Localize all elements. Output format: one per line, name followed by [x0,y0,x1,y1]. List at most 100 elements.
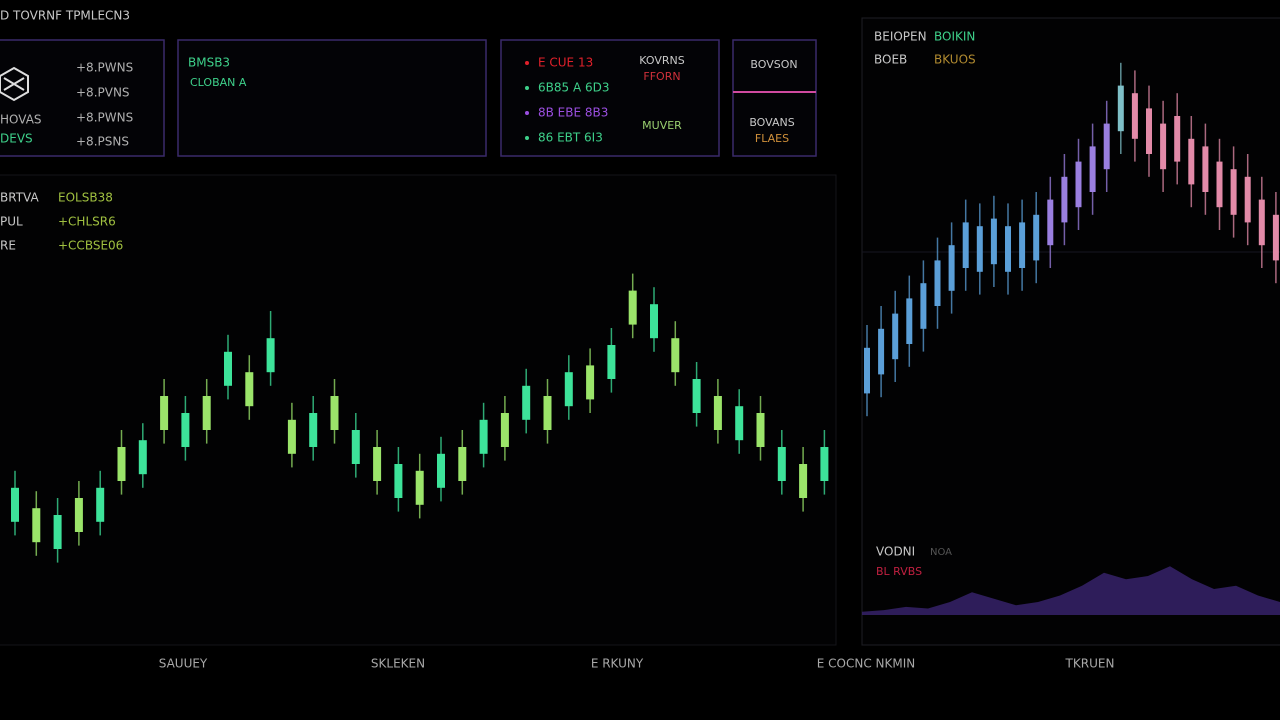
summary-panel [177,39,487,157]
candle-body [962,222,969,268]
bullet [525,136,529,140]
candle-body [756,413,765,447]
candle-body [934,260,941,306]
side-chart: BEIOPEN BOIKIN BOEB BKUOS VODNI NOA BL RVBS [862,30,1280,615]
quote-side: MUVER [642,119,682,132]
x-label: E RKUNY [591,657,644,671]
candle-body [1230,169,1237,215]
candle-body [1033,214,1040,261]
volume-area [862,566,1280,615]
candle-body [920,283,927,329]
candle-body [671,338,680,373]
candle-body [1047,199,1054,246]
candle-body [266,338,275,373]
candle-body [820,447,829,481]
legend-value: BKUOS [934,53,976,67]
candle-body [500,413,509,447]
quote: 86 EBT 6I3 [538,131,603,145]
candle-body [117,447,126,481]
ticker-row: +8.PWNS [76,61,133,75]
candle-body [628,290,637,325]
candle-body [1075,161,1082,208]
legend-value: +CHLSR6 [58,215,116,229]
candle-body [692,379,701,413]
bullet [525,111,529,115]
button-label: BOVANS [749,116,794,129]
main-chart-panel [0,174,837,646]
candle-body [1160,123,1167,170]
candle-body [1174,116,1181,162]
candle-body [1188,138,1195,185]
quote-side: FFORN [643,70,680,83]
x-label: SAUUEY [159,657,208,671]
candle-body [32,508,41,543]
candle-body [522,385,531,420]
candle-body [479,419,488,454]
app-title: D TOVRNF TPMLECN3 [0,9,130,23]
bullet [525,86,529,90]
legend-key: RE [0,239,16,253]
volume-label: NOA [930,547,952,558]
candle-body [1244,176,1251,223]
candle-body [415,470,424,505]
candle-body [892,313,899,360]
legend-value: EOLSB38 [58,191,113,205]
button-label[interactable]: BOVSON [750,58,797,71]
candle-body [650,304,658,339]
candle-body [586,365,595,400]
ticker-label: HOVAS [0,113,42,127]
candle-body [1146,108,1152,154]
candle-body [96,487,105,522]
candle-body [713,396,722,430]
candle-body [330,396,339,430]
legend-key: BRTVA [0,191,39,205]
candle-body [1005,226,1011,272]
side-chart-panel [861,17,1280,646]
candle-body [1258,199,1265,246]
candle-body [458,447,467,481]
candle-body [1117,85,1124,132]
candle-body [564,372,573,407]
candle-body [224,351,232,386]
candle-body [351,430,360,464]
legend-value: BOIKIN [934,30,975,44]
candle-body [373,447,382,481]
candle-body [11,487,19,522]
legend-key: PUL [0,215,23,229]
candle-body [74,498,83,532]
ticker-panel [0,39,165,157]
candle-body [777,447,786,481]
volume-label: VODNI [876,545,915,559]
legend-key: BEIOPEN [874,30,927,44]
legend-key: BOEB [874,53,907,67]
button-panel [732,39,817,157]
button-label: FLAES [755,132,789,145]
quote: 8B EBE 8B3 [538,106,608,120]
candle-body [202,396,211,430]
ticker-label: DEVS [0,132,33,146]
candle-body [1089,146,1096,192]
candle-body [906,298,913,344]
candle-body [181,413,190,447]
summary-title: BMSB3 [188,56,230,70]
candle-body [878,328,885,375]
summary-subtitle: CLOBAN A [190,76,247,89]
quotes: E CUE 13 6B85 A 6D3 8B EBE 8B3 86 EBT 6I3 KO… [525,54,685,145]
candle-body [1216,161,1223,208]
candle-body [1202,146,1209,192]
x-label: SKLEKEN [371,657,425,671]
candle-body [1019,222,1026,268]
ticker-row: +8.PVNS [76,86,130,100]
candle-body [976,226,983,272]
main-chart: BRTVA EOLSB38 PUL +CHLSR6 RE +CCBSE06 [0,191,829,563]
quotes-panel [500,39,720,157]
candle-body [735,406,744,441]
x-label: TKRUEN [1065,657,1115,671]
quote-side: KOVRNS [639,54,684,67]
candle-body [1103,123,1110,170]
candle-body [543,396,552,430]
legend-value: +CCBSE06 [58,239,123,253]
footer: SAUUEY SKLEKEN E RKUNY E COCNC NKMIN TKRUEN [159,657,1115,671]
